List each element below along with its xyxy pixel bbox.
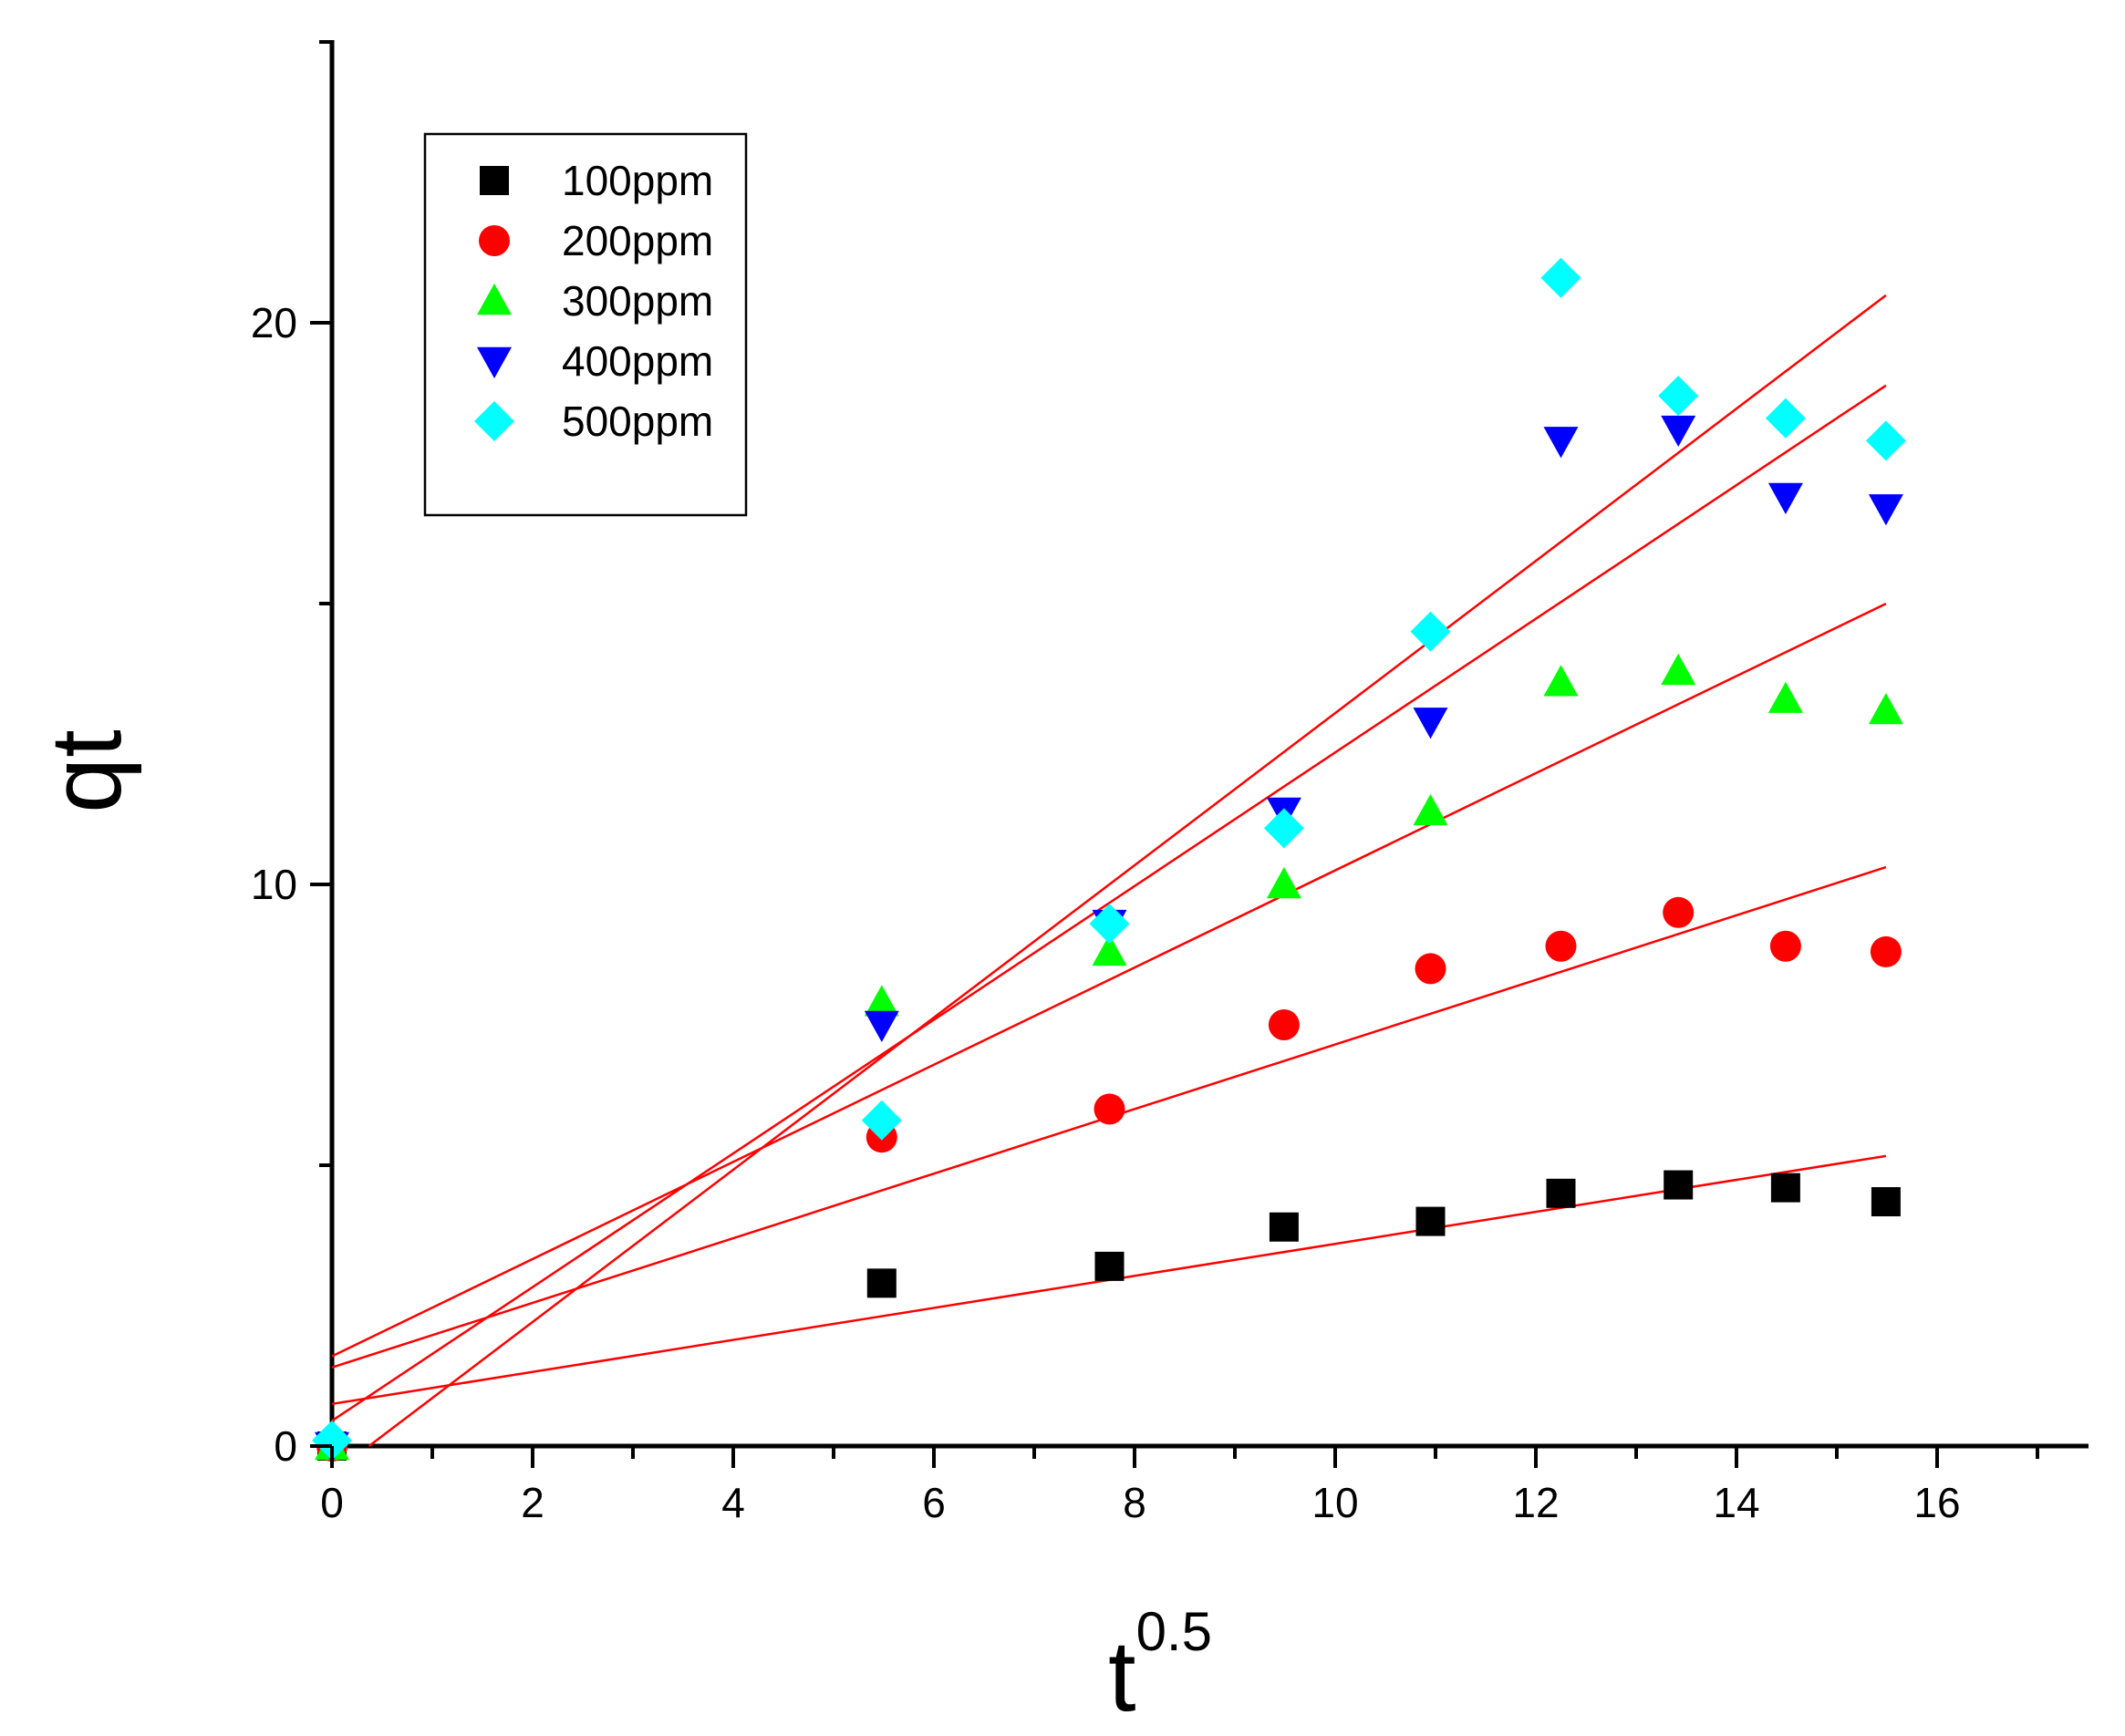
data-point	[1543, 427, 1579, 459]
data-point	[1546, 1178, 1576, 1208]
legend-box	[423, 132, 748, 517]
legend-label: 300ppm	[562, 277, 713, 325]
data-point	[1658, 376, 1699, 417]
data-point	[866, 1268, 897, 1298]
x-tick-label: 16	[1913, 1479, 1960, 1526]
y-ticks: 0 10 20	[251, 40, 332, 1470]
data-point	[1415, 1206, 1446, 1236]
axes-frame	[329, 40, 2089, 1449]
x-tick-label: 8	[1123, 1479, 1146, 1526]
data-point	[864, 985, 899, 1017]
y-tick-label: 20	[251, 299, 297, 346]
legend-marker	[480, 166, 509, 195]
data-points	[312, 257, 1906, 1463]
fit-line	[331, 384, 1887, 1422]
data-point	[1663, 896, 1695, 928]
x-tick-label: 4	[721, 1479, 745, 1526]
legend-label: 100ppm	[562, 157, 713, 204]
legend-marker	[477, 284, 512, 315]
data-point	[1767, 482, 1803, 514]
data-point	[1868, 693, 1903, 725]
x-axis-title-superscript: 0.5	[1136, 1601, 1212, 1662]
y-tick-label: 10	[251, 861, 297, 908]
data-point	[1661, 653, 1696, 686]
data-point	[1545, 930, 1577, 962]
data-point	[1415, 953, 1446, 985]
data-point	[1661, 415, 1696, 448]
x-axis-title-base: t	[1108, 1620, 1136, 1732]
data-point	[1767, 681, 1803, 713]
data-point	[1094, 1093, 1125, 1125]
data-point	[1540, 257, 1581, 298]
data-point	[1413, 793, 1448, 826]
legend-marker	[479, 225, 510, 256]
data-point	[861, 1100, 902, 1141]
x-tick-label: 12	[1512, 1479, 1559, 1526]
data-point	[1871, 1187, 1901, 1217]
data-point	[1543, 665, 1579, 697]
y-axis-title: qt	[30, 729, 142, 813]
data-point	[1765, 398, 1806, 439]
legend-marker	[477, 346, 512, 378]
data-point	[1089, 904, 1130, 945]
fit-line	[368, 294, 1887, 1447]
x-tick-label: 10	[1311, 1479, 1358, 1526]
y-tick-label: 0	[274, 1422, 297, 1470]
data-point	[1770, 1173, 1800, 1203]
x-tick-label: 0	[320, 1479, 344, 1526]
x-tick-label: 6	[922, 1479, 946, 1526]
data-point	[864, 1010, 899, 1042]
data-point	[1664, 1170, 1694, 1200]
legend-label: 200ppm	[562, 217, 713, 264]
data-point	[1769, 930, 1801, 962]
data-point	[312, 1420, 352, 1461]
data-point	[1266, 867, 1301, 899]
data-point	[1268, 1009, 1300, 1040]
legend: 100ppm 200ppm 300ppm 400ppm 500ppm	[423, 132, 748, 517]
legend-marker	[474, 401, 514, 441]
x-axis-title: t0.5	[1108, 1601, 1212, 1732]
data-point	[1092, 934, 1127, 966]
data-point	[1413, 708, 1448, 739]
data-point	[1263, 808, 1304, 849]
x-tick-label: 14	[1713, 1479, 1759, 1526]
data-point	[1868, 494, 1903, 526]
data-point	[1094, 1251, 1125, 1281]
legend-label: 500ppm	[562, 398, 713, 445]
data-point	[1410, 611, 1451, 652]
data-point	[1870, 935, 1902, 967]
fit-line	[331, 602, 1887, 1358]
x-tick-label: 2	[521, 1479, 544, 1526]
data-point	[1269, 1212, 1299, 1242]
legend-label: 400ppm	[562, 337, 713, 385]
data-point	[1865, 420, 1906, 461]
x-ticks: 0 2 4 6 8 10 12 14 16	[320, 1446, 2039, 1526]
